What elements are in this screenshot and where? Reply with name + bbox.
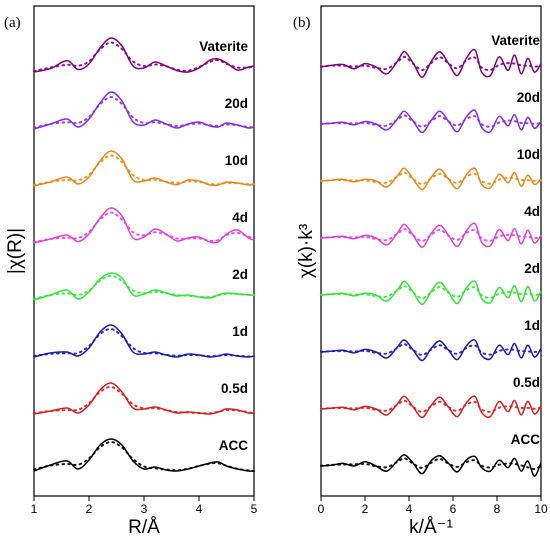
- series-0-5d: 0.5d: [320, 375, 542, 419]
- panel-b-ticks: 0 2 4 6 8 10: [318, 496, 548, 516]
- series-label: 2d: [524, 261, 540, 276]
- panel-b-x-axis-title: k/Å⁻¹: [409, 517, 453, 538]
- series-label: Vaterite: [199, 39, 248, 54]
- panel-a-ticks: 1 2 3 4 5: [31, 496, 258, 516]
- series-20d: 20d: [33, 91, 255, 130]
- series-label: Vaterite: [491, 33, 540, 48]
- series-label: ACC: [511, 432, 540, 447]
- series-10d: 10d: [320, 147, 542, 191]
- panel-b-x-tick-label: 4: [406, 502, 413, 516]
- series-label: 0.5d: [513, 375, 540, 390]
- series-label: 2d: [232, 267, 248, 282]
- series-4d: 4d: [33, 207, 255, 244]
- fit-line: [320, 114, 542, 128]
- fit-line: [320, 285, 542, 300]
- series-label: 4d: [232, 210, 248, 225]
- series-1d: 1d: [33, 324, 255, 358]
- series-label: 20d: [225, 96, 248, 111]
- experimental-line: [33, 438, 255, 472]
- series-label: ACC: [219, 438, 248, 453]
- fit-line: [33, 274, 255, 300]
- experimental-line: [33, 207, 255, 244]
- panel-b-letter: (b): [293, 15, 311, 31]
- experimental-line: [320, 454, 542, 477]
- panel-a-x-tick-label: 4: [196, 502, 203, 516]
- fit-line: [33, 41, 255, 73]
- series-0-5d: 0.5d: [33, 381, 255, 415]
- experimental-line: [33, 150, 255, 187]
- series-label: 1d: [524, 318, 540, 333]
- experimental-line: [320, 167, 542, 191]
- panel-b-series: Vaterite 20d 10d 4d 2d 1d 0.5d ACC: [320, 33, 542, 477]
- series-label: 20d: [517, 90, 540, 105]
- series-2d: 2d: [33, 267, 255, 301]
- series-label: 4d: [524, 204, 540, 219]
- panel-a-x-tick-label: 5: [251, 502, 258, 516]
- fit-line: [320, 55, 542, 72]
- series-vaterite: Vaterite: [33, 37, 255, 73]
- series-label: 1d: [232, 324, 248, 339]
- panel-a-letter: (a): [4, 15, 21, 31]
- fit-line: [33, 385, 255, 415]
- fit-line: [320, 343, 542, 356]
- series-acc: ACC: [320, 432, 542, 477]
- fit-line: [320, 399, 542, 413]
- series-acc: ACC: [33, 438, 255, 472]
- fit-line: [33, 327, 255, 358]
- experimental-line: [320, 109, 542, 134]
- panel-b-k-space: (b) 0 2 4 6 8 10 Vaterite20d10d4d2d1d0.5dACC …: [293, 5, 548, 538]
- panel-b-frame: [320, 5, 542, 497]
- experimental-line: [320, 222, 542, 249]
- panel-b-x-tick-label: 8: [494, 502, 501, 516]
- series-2d: 2d: [320, 261, 542, 306]
- series-20d: 20d: [320, 90, 542, 134]
- experimental-line: [33, 324, 255, 358]
- experimental-line: [320, 395, 542, 419]
- panel-a-y-axis-title: |χ(R)|: [5, 228, 26, 274]
- panel-a-x-axis-title: R/Å: [128, 517, 160, 538]
- panel-a-series: Vaterite 20d 10d 4d 2d 1d 0.5d ACC: [33, 37, 255, 472]
- panel-b-x-tick-label: 0: [318, 502, 325, 516]
- experimental-line: [320, 280, 542, 306]
- series-label: 10d: [517, 147, 540, 162]
- panel-a-frame: [33, 5, 255, 497]
- series-label: 10d: [225, 153, 248, 168]
- panel-b-y-axis-title: χ(k)·k³: [296, 224, 317, 278]
- fit-line: [33, 95, 255, 129]
- series-label: 0.5d: [221, 381, 248, 396]
- panel-a-x-tick-label: 2: [86, 502, 93, 516]
- series-10d: 10d: [33, 150, 255, 187]
- experimental-line: [33, 272, 255, 301]
- series-1d: 1d: [320, 318, 542, 362]
- experimental-line: [320, 339, 542, 362]
- panel-a-x-tick-label: 1: [31, 502, 38, 516]
- panel-b-x-tick-label: 6: [450, 502, 457, 516]
- experimental-line: [33, 382, 255, 415]
- panel-a-x-tick-label: 3: [141, 502, 148, 516]
- experimental-line: [33, 91, 255, 130]
- series-4d: 4d: [320, 204, 542, 249]
- fit-line: [320, 171, 542, 185]
- panel-b-x-tick-label: 10: [534, 502, 548, 516]
- experimental-line: [320, 48, 542, 78]
- series-vaterite: Vaterite: [320, 33, 542, 78]
- panel-a-r-space: (a) 1 2 3 4 5 Vaterite 20d 10d 4d 2d 1d 0.5d ACC R/…: [4, 5, 258, 538]
- experimental-line: [33, 37, 255, 73]
- panel-b-x-tick-label: 2: [362, 502, 369, 516]
- fit-line: [320, 228, 542, 242]
